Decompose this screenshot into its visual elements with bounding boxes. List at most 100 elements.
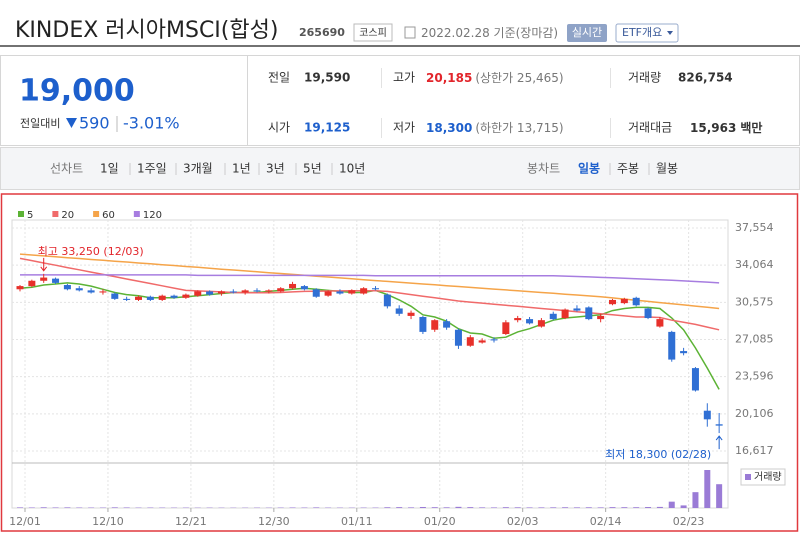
x-tick-label: 02/14 <box>590 515 622 528</box>
candle-body <box>16 286 24 290</box>
volume-bar <box>313 507 320 508</box>
candle-body <box>395 308 403 314</box>
legend-label: 60 <box>102 210 115 221</box>
volume-bar <box>52 507 59 508</box>
candle-body <box>229 291 237 293</box>
candle-body <box>170 295 178 298</box>
period-tab[interactable]: 1주일 <box>137 162 167 176</box>
candle-body <box>99 291 107 293</box>
chart: 5 20 60 120 37,554 34,064 30,575 27,085 23,596 20… <box>9 210 786 528</box>
candle-body <box>597 315 605 320</box>
volume-bar <box>597 507 604 508</box>
y-tick-label: 37,554 <box>735 221 774 234</box>
volume-legend-box <box>740 468 786 486</box>
stat-value: 19,590 <box>304 71 350 85</box>
moving-average-line <box>19 257 720 331</box>
stock-code: 265690 <box>299 26 345 39</box>
candle-body <box>656 319 664 327</box>
legend-swatch <box>52 211 59 217</box>
high-annotation: 최고 33,250 (12/03) <box>38 245 144 258</box>
candle-body <box>609 299 616 305</box>
candle-body <box>490 339 498 341</box>
etf-info[interactable]: ETF개요 <box>622 26 662 39</box>
legend-label: 120 <box>143 210 162 221</box>
y-tick-label: 30,575 <box>735 295 774 308</box>
period-tab[interactable]: 5년 <box>303 162 322 176</box>
stat-value-group: 20,185 (상한가 25,465) <box>426 71 564 85</box>
etf-button[interactable] <box>615 23 679 43</box>
candle-body <box>372 288 379 290</box>
volume-bar <box>17 507 23 508</box>
candle-body <box>324 291 332 296</box>
candle-body <box>52 278 60 283</box>
period-tab[interactable]: 3개월 <box>183 162 213 176</box>
change-rate: -3.01% <box>123 114 180 133</box>
candle-body <box>217 291 225 294</box>
candle-tab[interactable]: 주봉 <box>617 162 639 176</box>
quote-box <box>0 55 800 146</box>
low-arrow <box>715 435 723 450</box>
y-tick-label: 23,596 <box>735 370 774 383</box>
stat-label: 전일 <box>268 71 290 85</box>
tab-bar <box>0 147 800 190</box>
candle-body <box>561 309 569 319</box>
period-tab[interactable]: 10년 <box>339 162 365 176</box>
period-tab[interactable]: 1년 <box>232 162 251 176</box>
legend-swatch <box>133 211 140 217</box>
market-badge <box>353 23 393 42</box>
high-arrow <box>40 257 48 272</box>
volume-bar <box>443 507 450 508</box>
stat-value-group: 15,963 백만 <box>690 120 762 135</box>
x-tick-label: 01/20 <box>424 515 456 528</box>
candle-body <box>87 290 95 293</box>
candle-body <box>691 368 699 391</box>
candle-body <box>241 290 249 293</box>
candle-body <box>206 291 214 295</box>
volume-bar <box>419 506 426 508</box>
plot-frame <box>11 219 729 509</box>
x-tick-label: 02/23 <box>673 515 705 528</box>
dropdown-arrow <box>667 31 673 35</box>
realtime-badge[interactable] <box>567 24 607 42</box>
candle-body <box>431 320 439 330</box>
chart-highlight <box>0 193 799 532</box>
volume-bar <box>111 507 118 508</box>
period-tab[interactable]: 1일 <box>100 162 119 176</box>
date: 2022.02.28 기준(장마감) <box>421 26 558 40</box>
candle-body <box>182 294 190 298</box>
volume-bar <box>384 507 391 508</box>
volume-bar <box>526 507 533 508</box>
candle-tab[interactable]: 일봉 <box>578 162 600 176</box>
volume-bar <box>408 507 415 508</box>
volume-bar <box>680 505 687 508</box>
volume-bar <box>704 470 711 508</box>
volume-bar <box>396 507 403 508</box>
volume-bar <box>40 507 47 508</box>
candle-body <box>715 424 723 426</box>
stat-value: 20,185 <box>426 71 472 85</box>
candle-body <box>289 283 297 289</box>
change: 590 <box>79 114 110 133</box>
period-tab[interactable]: 3년 <box>266 162 285 176</box>
x-tick-label: 02/03 <box>507 515 539 528</box>
stat-unit: 백만 <box>740 120 762 135</box>
candle-body <box>194 291 202 296</box>
stat-label: 고가 <box>393 71 415 85</box>
x-tick-label: 12/10 <box>92 515 124 528</box>
volume-bar <box>668 501 675 508</box>
candle-body <box>549 313 557 320</box>
candle-body <box>407 312 415 316</box>
down-triangle <box>66 118 77 128</box>
candle-tab[interactable]: 월봉 <box>656 162 678 176</box>
volume-bar <box>692 492 699 508</box>
y-tick-label: 20,106 <box>735 407 774 420</box>
candle-body <box>585 307 593 320</box>
x-tick-label: 01/11 <box>341 515 373 528</box>
volume-bar <box>633 507 640 508</box>
candle-body <box>632 297 640 306</box>
volume-bar <box>550 507 557 508</box>
price: 19,000 <box>19 74 135 109</box>
realtime[interactable]: 실시간 <box>572 26 602 39</box>
volume-bar <box>573 507 580 508</box>
candle-body <box>620 298 628 304</box>
